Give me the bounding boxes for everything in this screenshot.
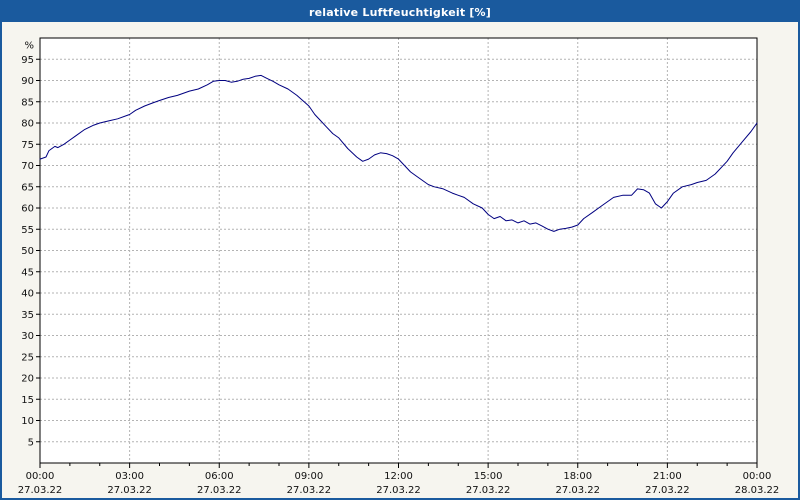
chart-region: 5 10 15 20 25 30 35 40 45 50 55 60 65 70 75 80 85 90 95% 00…	[2, 22, 798, 498]
svg-text:12:00: 12:00	[384, 471, 413, 482]
svg-text:27.03.22: 27.03.22	[197, 485, 242, 496]
svg-text:50: 50	[21, 246, 34, 257]
svg-text:27.03.22: 27.03.22	[645, 485, 690, 496]
svg-text:5: 5	[28, 437, 34, 448]
svg-text:28.03.22: 28.03.22	[735, 485, 780, 496]
svg-text:95: 95	[21, 55, 34, 66]
svg-text:21:00: 21:00	[653, 471, 682, 482]
svg-text:20: 20	[21, 374, 34, 385]
svg-text:00:00: 00:00	[26, 471, 55, 482]
svg-text:60: 60	[21, 204, 34, 215]
svg-text:70: 70	[21, 161, 34, 172]
svg-text:40: 40	[21, 289, 34, 300]
svg-text:27.03.22: 27.03.22	[107, 485, 152, 496]
svg-text:35: 35	[21, 310, 34, 321]
title-bar: relative Luftfeuchtigkeit [%]	[2, 2, 798, 22]
svg-text:03:00: 03:00	[115, 471, 144, 482]
svg-text:18:00: 18:00	[563, 471, 592, 482]
svg-text:27.03.22: 27.03.22	[466, 485, 511, 496]
humidity-chart-svg: 5 10 15 20 25 30 35 40 45 50 55 60 65 70 75 80 85 90 95% 00…	[18, 37, 780, 496]
svg-text:27.03.22: 27.03.22	[18, 485, 63, 496]
svg-text:75: 75	[21, 140, 34, 151]
page-title: relative Luftfeuchtigkeit [%]	[309, 5, 491, 19]
svg-text:15: 15	[21, 395, 34, 406]
svg-text:65: 65	[21, 182, 34, 193]
svg-text:80: 80	[21, 119, 34, 130]
svg-text:55: 55	[21, 225, 34, 236]
svg-text:10: 10	[21, 416, 34, 427]
svg-text:25: 25	[21, 352, 34, 363]
svg-text:30: 30	[21, 331, 34, 342]
svg-text:09:00: 09:00	[294, 471, 323, 482]
svg-text:90: 90	[21, 76, 34, 87]
svg-text:00:00: 00:00	[743, 471, 772, 482]
svg-text:45: 45	[21, 267, 34, 278]
svg-text:27.03.22: 27.03.22	[376, 485, 421, 496]
svg-text:%: %	[24, 40, 34, 51]
svg-text:15:00: 15:00	[474, 471, 503, 482]
svg-text:27.03.22: 27.03.22	[555, 485, 600, 496]
svg-text:27.03.22: 27.03.22	[287, 485, 332, 496]
svg-text:85: 85	[21, 97, 34, 108]
svg-text:06:00: 06:00	[205, 471, 234, 482]
